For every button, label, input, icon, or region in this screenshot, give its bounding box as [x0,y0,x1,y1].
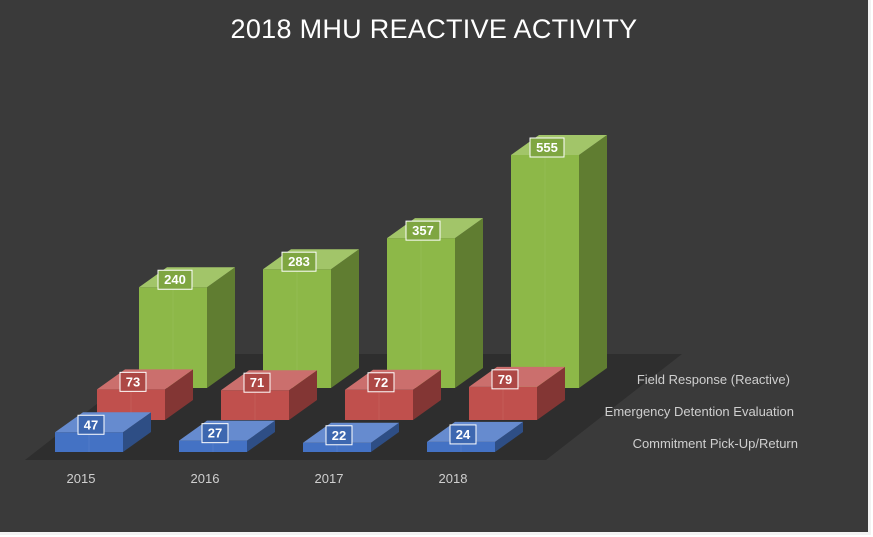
data-label-field-response-reactive-2018: 555 [529,137,565,158]
data-label-commitment-pick-up-return-2018: 24 [449,424,477,445]
chart-title: 2018 MHU REACTIVE ACTIVITY [230,14,638,44]
data-label-commitment-pick-up-return-2017: 22 [325,425,353,446]
svg-text:283: 283 [288,254,310,269]
category-tick-label: 2016 [191,471,220,486]
data-label-commitment-pick-up-return-2015: 47 [77,414,105,435]
svg-text:79: 79 [498,372,512,387]
svg-text:240: 240 [164,272,186,287]
bar-field-response-reactive-2018 [511,135,607,388]
svg-text:72: 72 [374,375,388,390]
svg-text:73: 73 [126,374,140,389]
svg-text:555: 555 [536,140,558,155]
category-tick-label: 2015 [67,471,96,486]
data-label-emergency-detention-evaluation-2015: 73 [119,371,147,392]
data-label-field-response-reactive-2017: 357 [405,220,441,241]
series-axis-label-field-response-reactive: Field Response (Reactive) [637,372,790,387]
svg-text:71: 71 [250,375,264,390]
data-label-emergency-detention-evaluation-2016: 71 [243,372,271,393]
data-label-field-response-reactive-2015: 240 [157,269,193,290]
data-label-emergency-detention-evaluation-2018: 79 [491,369,519,390]
svg-text:47: 47 [84,417,98,432]
bar-field-response-reactive-2017 [387,218,483,388]
svg-text:24: 24 [456,427,471,442]
data-label-emergency-detention-evaluation-2017: 72 [367,372,395,393]
category-tick-label: 2017 [315,471,344,486]
bar-field-response-reactive-2016 [263,249,359,388]
svg-text:357: 357 [412,223,434,238]
series-axis-label-commitment-pick-up-return: Commitment Pick-Up/Return [633,436,798,451]
category-tick-label: 2018 [439,471,468,486]
svg-text:22: 22 [332,428,346,443]
data-label-commitment-pick-up-return-2016: 27 [201,423,229,444]
series-axis-label-emergency-detention-evaluation: Emergency Detention Evaluation [605,404,794,419]
data-label-field-response-reactive-2016: 283 [281,251,317,272]
svg-text:27: 27 [208,426,222,441]
